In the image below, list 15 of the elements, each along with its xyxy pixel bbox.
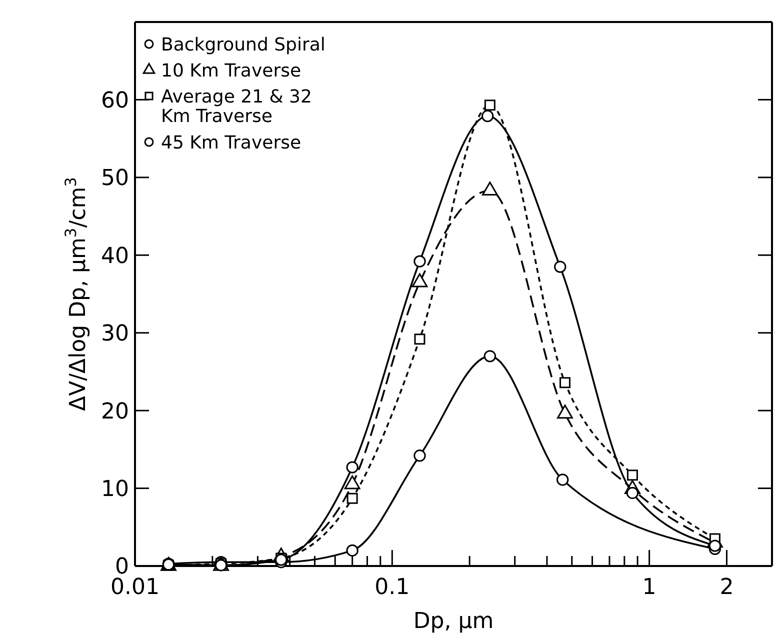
y-tick-label: 10	[101, 476, 129, 502]
x-tick-label: 0.1	[374, 575, 410, 600]
y-tick-label: 40	[101, 244, 129, 269]
y-tick-label: 50	[101, 166, 129, 192]
x-tick-label: 0.01	[110, 575, 160, 600]
y-tick-label: 20	[101, 399, 129, 424]
y-tick-label: 30	[101, 322, 129, 347]
legend-label: 45 Km Traverse	[161, 132, 302, 154]
legend-label: Background Spiral	[161, 34, 326, 56]
legend-label: Average 21 & 32 Km Traverse	[161, 86, 312, 128]
legend-label: 10 Km Traverse	[161, 60, 302, 82]
x-axis-title: Dp, μm	[413, 609, 494, 634]
y-tick-label: 60	[101, 88, 129, 114]
x-tick-label: 2	[720, 575, 734, 600]
x-tick-label: 1	[642, 575, 656, 600]
